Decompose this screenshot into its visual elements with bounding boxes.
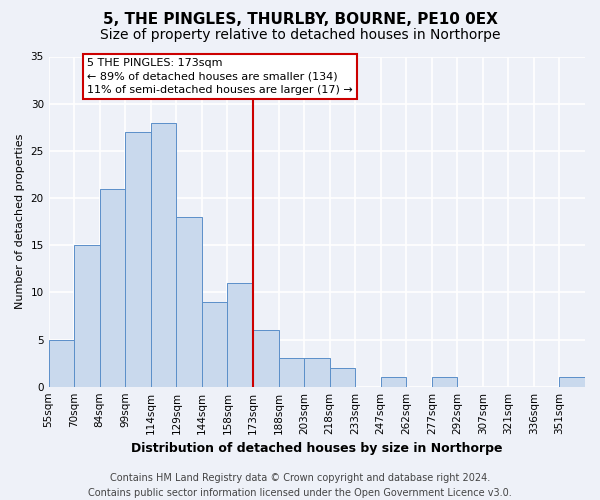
Bar [432,377,457,386]
Bar [278,358,304,386]
Text: Size of property relative to detached houses in Northorpe: Size of property relative to detached ho… [100,28,500,42]
Bar [559,377,585,386]
Bar [100,188,125,386]
Text: Contains HM Land Registry data © Crown copyright and database right 2024.
Contai: Contains HM Land Registry data © Crown c… [88,472,512,498]
Bar [74,245,100,386]
Bar [176,217,202,386]
Bar [227,283,253,387]
Bar [49,340,74,386]
X-axis label: Distribution of detached houses by size in Northorpe: Distribution of detached houses by size … [131,442,503,455]
Bar [253,330,278,386]
Bar [151,122,176,386]
Bar [329,368,355,386]
Bar [380,377,406,386]
Text: 5 THE PINGLES: 173sqm
← 89% of detached houses are smaller (134)
11% of semi-det: 5 THE PINGLES: 173sqm ← 89% of detached … [87,58,353,95]
Y-axis label: Number of detached properties: Number of detached properties [15,134,25,310]
Bar [202,302,227,386]
Bar [304,358,329,386]
Bar [125,132,151,386]
Text: 5, THE PINGLES, THURLBY, BOURNE, PE10 0EX: 5, THE PINGLES, THURLBY, BOURNE, PE10 0E… [103,12,497,28]
